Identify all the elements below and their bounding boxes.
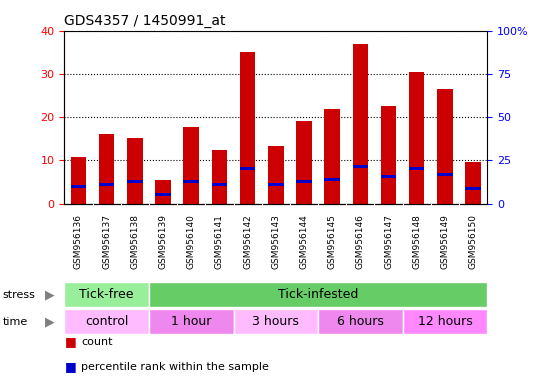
Text: GSM956143: GSM956143 <box>271 215 281 269</box>
Text: 1 hour: 1 hour <box>171 315 212 328</box>
Text: 3 hours: 3 hours <box>253 315 299 328</box>
Text: GSM956150: GSM956150 <box>469 214 478 270</box>
Text: ■: ■ <box>64 335 76 348</box>
Text: control: control <box>85 315 128 328</box>
Text: GSM956145: GSM956145 <box>328 215 337 269</box>
Text: GSM956149: GSM956149 <box>440 215 450 269</box>
Text: 12 hours: 12 hours <box>418 315 472 328</box>
Bar <box>324 109 340 204</box>
Bar <box>465 162 481 204</box>
Bar <box>64 309 149 334</box>
Bar <box>127 180 143 182</box>
Bar <box>437 89 452 204</box>
Text: Tick-infested: Tick-infested <box>278 288 358 301</box>
Text: GSM956144: GSM956144 <box>300 215 309 269</box>
Text: GSM956148: GSM956148 <box>412 215 421 269</box>
Bar <box>437 173 452 175</box>
Text: time: time <box>3 316 28 327</box>
Bar <box>409 167 424 170</box>
Text: 6 hours: 6 hours <box>337 315 384 328</box>
Text: ■: ■ <box>64 360 76 373</box>
Bar <box>381 175 396 178</box>
Bar <box>99 134 114 204</box>
Bar <box>184 180 199 182</box>
Text: ▶: ▶ <box>45 315 55 328</box>
Bar <box>149 309 234 334</box>
Bar <box>268 182 283 185</box>
Bar <box>155 192 171 195</box>
Text: GSM956140: GSM956140 <box>186 215 196 269</box>
Bar <box>409 72 424 204</box>
Text: GSM956141: GSM956141 <box>215 215 224 269</box>
Text: ▶: ▶ <box>45 288 55 301</box>
Bar <box>127 138 143 204</box>
Text: GSM956138: GSM956138 <box>130 214 139 270</box>
Bar <box>381 106 396 204</box>
Text: count: count <box>81 337 113 347</box>
Bar <box>353 165 368 168</box>
Text: GSM956147: GSM956147 <box>384 215 393 269</box>
Text: GDS4357 / 1450991_at: GDS4357 / 1450991_at <box>64 14 226 28</box>
Text: GSM956136: GSM956136 <box>74 214 83 270</box>
Bar <box>296 121 312 204</box>
Bar <box>465 187 481 190</box>
Bar <box>155 180 171 204</box>
Bar <box>71 185 86 188</box>
Bar <box>184 127 199 204</box>
Bar <box>71 157 86 204</box>
Bar <box>324 178 340 181</box>
Text: percentile rank within the sample: percentile rank within the sample <box>81 362 269 372</box>
Text: Tick-free: Tick-free <box>80 288 134 301</box>
Bar <box>403 309 487 334</box>
Bar <box>149 282 487 307</box>
Bar <box>240 167 255 170</box>
Bar <box>240 52 255 204</box>
Text: GSM956139: GSM956139 <box>158 214 167 270</box>
Text: GSM956137: GSM956137 <box>102 214 111 270</box>
Bar <box>212 149 227 204</box>
Bar <box>212 182 227 185</box>
Bar <box>296 180 312 182</box>
Bar <box>64 282 149 307</box>
Text: stress: stress <box>3 290 36 300</box>
Bar <box>99 182 114 185</box>
Bar <box>234 309 318 334</box>
Bar <box>318 309 403 334</box>
Text: GSM956146: GSM956146 <box>356 215 365 269</box>
Text: GSM956142: GSM956142 <box>243 215 252 269</box>
Bar <box>353 44 368 204</box>
Bar <box>268 146 283 204</box>
